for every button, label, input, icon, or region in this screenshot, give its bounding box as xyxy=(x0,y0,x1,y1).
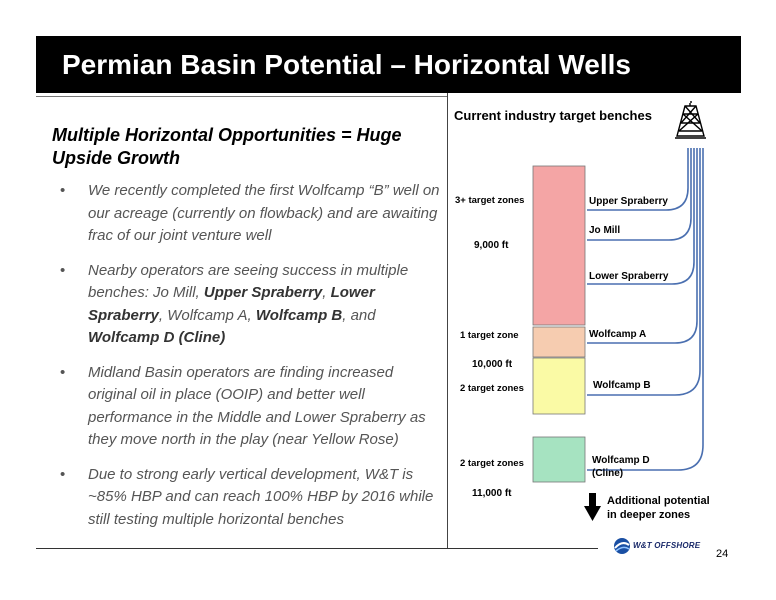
bullet-bold-term: Wolfcamp B xyxy=(255,306,343,324)
zone-box-spraberry xyxy=(532,165,586,326)
zone-box-wolfcamp-b xyxy=(532,357,586,415)
bench-label-wolfcamp-a: Wolfcamp A xyxy=(589,329,647,340)
bullet-dot: • xyxy=(60,182,66,199)
logo-swirl-icon xyxy=(614,538,630,554)
zone-count-label: 3+ target zones xyxy=(455,195,525,206)
well-line-wolfcamp-b xyxy=(587,148,701,396)
bullet-bold-term: Wolfcamp D (Cline) xyxy=(88,329,226,346)
divider-footer xyxy=(36,548,598,549)
bullet-list: • We recently completed the first Wolfca… xyxy=(60,180,440,543)
bench-label-wolfcamp-b: Wolfcamp B xyxy=(593,380,651,391)
bullet-item: • Due to strong early vertical developme… xyxy=(60,464,440,532)
zone-box-wolfcamp-d xyxy=(532,436,586,483)
page-title: Permian Basin Potential – Horizontal Wel… xyxy=(62,49,631,80)
bullet-dot: • xyxy=(60,261,66,279)
bench-diagram xyxy=(532,101,706,521)
bullet-item: • Nearby operators are seeing success in… xyxy=(60,260,440,350)
zone-count-label: 2 target zones xyxy=(460,458,524,469)
bench-label-jo-mill: Jo Mill xyxy=(589,225,621,236)
well-line-lower-spraberry xyxy=(587,148,695,285)
well-line-wolfcamp-d xyxy=(587,148,704,471)
page-number: 24 xyxy=(716,548,729,560)
depth-label: 11,000 ft xyxy=(472,488,512,499)
bullet-dot: • xyxy=(60,465,66,483)
divider-vertical xyxy=(447,93,448,548)
title-bar: Permian Basin Potential – Horizontal Wel… xyxy=(36,36,741,93)
bench-label-wolfcamp-d: Wolfcamp D (Cline) xyxy=(592,455,650,479)
bench-label-upper-spraberry: Upper Spraberry xyxy=(589,196,668,207)
depth-label: 10,000 ft xyxy=(472,359,513,370)
bullet-text-part: , and xyxy=(342,306,376,324)
bullet-bold-term: Lower Spraberry xyxy=(88,284,375,324)
zone-count-label: 2 target zones xyxy=(460,383,524,394)
well-line-wolfcamp-a xyxy=(587,148,698,344)
well-line-upper-spraberry xyxy=(587,148,689,211)
diagram-title: Current industry target benches xyxy=(454,108,652,123)
section-subtitle: Multiple Horizontal Opportunities = Huge… xyxy=(52,125,402,168)
bullet-dot: • xyxy=(60,363,66,381)
bench-label-lower-spraberry: Lower Spraberry xyxy=(589,271,669,282)
zone-box-wolfcamp-a xyxy=(532,326,586,358)
company-logo: W&T OFFSHORE xyxy=(612,536,712,556)
bullet-text: Midland Basin operators are finding incr… xyxy=(88,363,426,449)
divider-horizontal xyxy=(36,96,447,97)
bullet-text: We recently completed the first Wolfcamp… xyxy=(88,182,440,244)
deeper-zones-note: Additional potential in deeper zones xyxy=(607,495,710,521)
bullet-item: • Midland Basin operators are finding in… xyxy=(60,362,440,452)
bullet-bold-term: Upper Spraberry xyxy=(203,284,323,301)
bullet-text-part: , Wolfcamp A, xyxy=(158,306,256,324)
depth-label: 9,000 ft xyxy=(474,240,509,251)
bullet-text-part: , xyxy=(322,284,331,301)
down-arrow-icon xyxy=(584,493,601,521)
bullet-text-part: Nearby operators are seeing success in m… xyxy=(88,261,409,302)
zone-count-label: 1 target zone xyxy=(460,330,519,341)
bullet-text: Due to strong early vertical development… xyxy=(88,465,434,528)
oil-derrick-icon xyxy=(675,101,706,139)
well-line-jo-mill xyxy=(587,148,692,241)
bullet-item: • We recently completed the first Wolfca… xyxy=(60,180,440,248)
logo-wordmark: W&T OFFSHORE xyxy=(633,541,701,550)
